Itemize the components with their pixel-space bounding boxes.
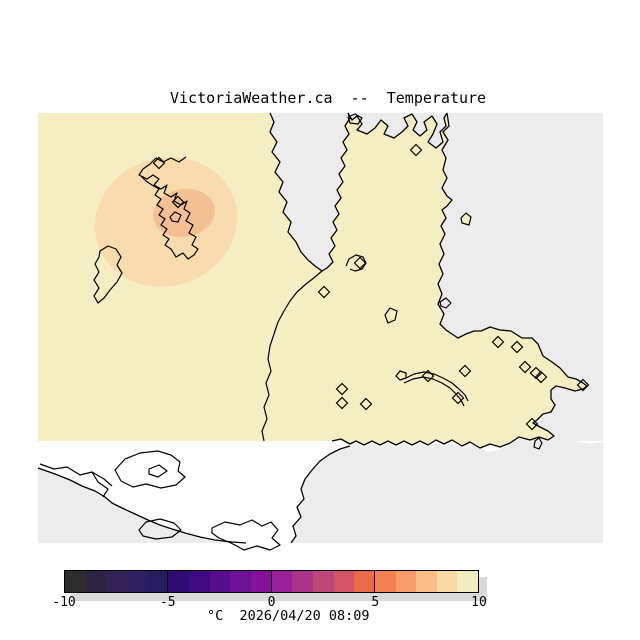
colorbar-segment xyxy=(106,571,127,592)
station-marker[interactable] xyxy=(171,195,185,209)
colorbar-segment xyxy=(416,571,437,592)
colorbar-tick-line xyxy=(167,571,169,592)
colorbar-segment xyxy=(85,571,107,592)
station-marker[interactable] xyxy=(529,366,543,380)
station-marker[interactable] xyxy=(451,391,465,405)
colorbar-tick-label: -10 xyxy=(52,595,76,610)
colorbar-segment xyxy=(250,571,272,592)
stations-layer xyxy=(152,143,590,431)
colorbar-tick-label: 0 xyxy=(267,595,276,610)
station-marker[interactable] xyxy=(491,335,505,349)
page-title: VictoriaWeather.ca -- Temperature xyxy=(170,89,487,107)
station-marker[interactable] xyxy=(359,397,373,411)
station-marker[interactable] xyxy=(335,382,349,396)
bottom-left-region xyxy=(38,468,246,543)
offshore-islet xyxy=(460,212,472,226)
colorbar-tick-labels: -10 -5 0 5 10 xyxy=(52,595,487,610)
colorbar-segment xyxy=(333,571,355,592)
main-coastline xyxy=(331,112,588,449)
station-marker[interactable] xyxy=(353,256,367,270)
colorbar-segment xyxy=(271,571,293,592)
colorbar-segment xyxy=(147,571,169,592)
colorbar-segment xyxy=(65,571,86,592)
station-marker[interactable] xyxy=(317,285,331,299)
station-marker[interactable] xyxy=(421,369,435,383)
station-marker[interactable] xyxy=(576,378,590,392)
inlet-channel xyxy=(269,112,351,272)
warm-band-inner xyxy=(153,188,215,238)
station-marker[interactable] xyxy=(458,364,472,378)
colorbar-segment xyxy=(168,571,189,592)
colorbar-tick-line xyxy=(373,571,375,592)
interior-coastlines xyxy=(93,113,543,450)
colorbar-caption: °C 2026/04/20 08:09 xyxy=(207,608,370,624)
colorbar-tick-label: -5 xyxy=(159,595,176,610)
bottom-right-coastline xyxy=(290,445,351,544)
colorbar-segment xyxy=(457,571,479,592)
station-marker[interactable] xyxy=(534,370,548,384)
bottom-strip-coastlines xyxy=(39,450,281,551)
colorbar-segment xyxy=(354,571,375,592)
colorbar-segment xyxy=(188,571,210,592)
colorbar-segment xyxy=(436,571,458,592)
colorbar-segment xyxy=(126,571,148,592)
colorbar-tick-label: 10 xyxy=(471,595,487,610)
colorbar-tick-label: 5 xyxy=(371,595,380,610)
bottom-left-coastline xyxy=(37,467,247,544)
colorbar-segment xyxy=(292,571,313,592)
bottom-right-region xyxy=(291,440,603,543)
station-marker[interactable] xyxy=(525,417,539,431)
colorbar-segment xyxy=(312,571,334,592)
station-marker[interactable] xyxy=(335,396,349,410)
colorbar-tick-line xyxy=(270,571,272,592)
station-marker[interactable] xyxy=(518,360,532,374)
station-marker[interactable] xyxy=(409,143,423,157)
station-marker[interactable] xyxy=(510,340,524,354)
colorbar-segment xyxy=(374,571,396,592)
station-marker[interactable] xyxy=(152,156,166,170)
colorbar-segment xyxy=(230,571,251,592)
colorbar-segment xyxy=(209,571,231,592)
temperature-colorbar xyxy=(64,570,479,593)
colorbar-segment xyxy=(395,571,417,592)
